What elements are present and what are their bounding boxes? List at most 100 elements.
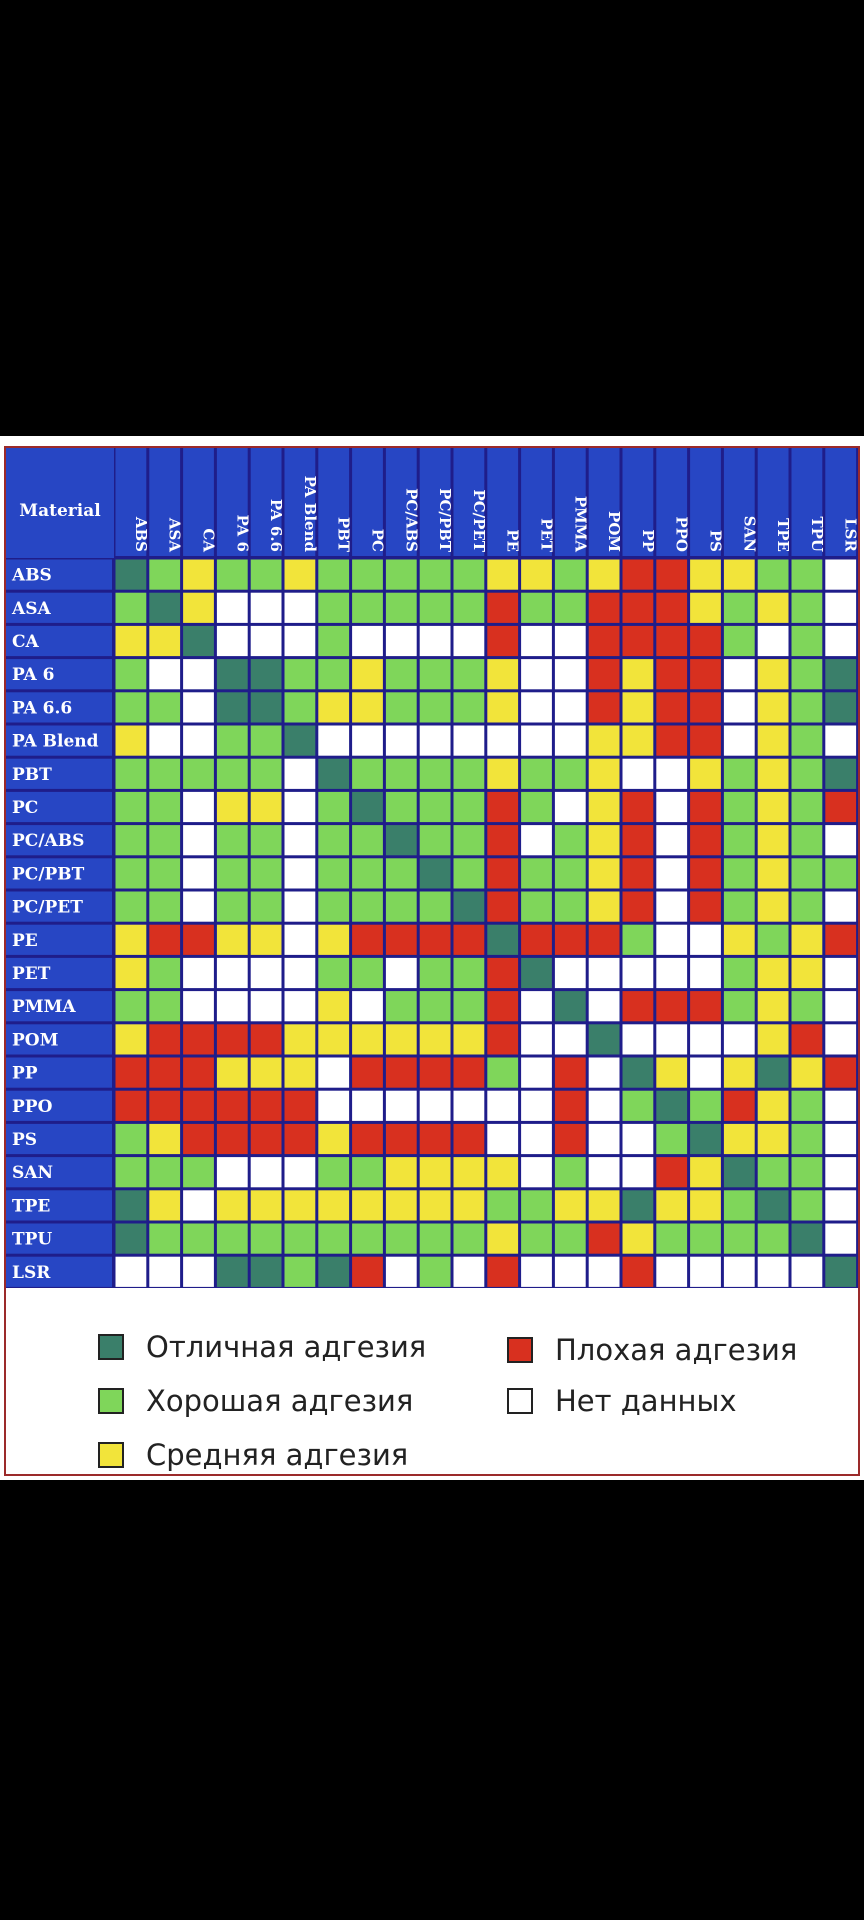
column-label: PA 6.6 <box>267 499 285 552</box>
column-label: TPE <box>774 518 792 552</box>
matrix-cell <box>554 1090 586 1121</box>
matrix-cell <box>284 1123 316 1155</box>
matrix-cell <box>757 659 789 690</box>
matrix-cell <box>825 1190 857 1221</box>
matrix-cell <box>216 659 248 690</box>
matrix-cell <box>521 1123 552 1155</box>
matrix-cell <box>352 1057 383 1088</box>
matrix-cell <box>318 1256 350 1287</box>
matrix-cell <box>250 1090 282 1121</box>
matrix-cell <box>419 1123 451 1155</box>
matrix-cell <box>757 891 789 922</box>
matrix-cell <box>487 1090 519 1121</box>
row-label: PP <box>12 1064 38 1084</box>
matrix-cell <box>419 957 451 989</box>
matrix-cell <box>791 1256 823 1287</box>
matrix-cell <box>588 625 620 657</box>
matrix-cell <box>487 1024 519 1055</box>
matrix-cell <box>115 758 147 789</box>
matrix-cell <box>115 957 147 989</box>
matrix-cell <box>554 924 586 955</box>
column-label: PMMA <box>571 496 589 552</box>
matrix-cell <box>419 1057 451 1088</box>
matrix-cell <box>487 692 519 723</box>
column-label: PC/PET <box>470 489 488 552</box>
matrix-cell <box>352 1090 383 1121</box>
matrix-cell <box>250 957 282 989</box>
matrix-cell <box>690 924 721 955</box>
matrix-cell <box>385 858 417 889</box>
column-label: SAN <box>740 516 758 552</box>
matrix-cell <box>453 1090 485 1121</box>
matrix-cell <box>690 1090 721 1121</box>
matrix-cell <box>588 858 620 889</box>
matrix-cell <box>385 1256 417 1287</box>
row-label: PMMA <box>12 997 76 1017</box>
matrix-cell <box>149 1256 181 1287</box>
matrix-cell <box>284 957 316 989</box>
matrix-cell <box>588 957 620 989</box>
matrix-cell <box>149 659 181 690</box>
matrix-cell <box>183 957 214 989</box>
matrix-cell <box>149 725 181 756</box>
matrix-cell <box>690 592 721 623</box>
matrix-cell <box>825 692 857 723</box>
matrix-cell <box>521 659 552 690</box>
matrix-cell <box>385 692 417 723</box>
matrix-cell <box>453 957 485 989</box>
row-header-cell <box>6 1256 112 1287</box>
matrix-cell <box>216 1057 248 1088</box>
matrix-cell <box>216 559 248 590</box>
matrix-cell <box>656 825 688 856</box>
matrix-cell <box>149 791 181 823</box>
matrix-cell <box>183 625 214 657</box>
matrix-cell <box>419 725 451 756</box>
matrix-cell <box>318 659 350 690</box>
row-header-cell <box>6 891 112 922</box>
matrix-cell <box>318 692 350 723</box>
matrix-cell <box>419 858 451 889</box>
matrix-cell <box>318 891 350 922</box>
matrix-cell <box>453 1256 485 1287</box>
matrix-cell <box>250 559 282 590</box>
matrix-cell <box>656 725 688 756</box>
matrix-cell <box>487 791 519 823</box>
matrix-cell <box>791 1057 823 1088</box>
matrix-cell <box>352 758 383 789</box>
matrix-cell <box>385 1190 417 1221</box>
matrix-cell <box>250 991 282 1022</box>
matrix-cell <box>115 1223 147 1254</box>
matrix-cell <box>588 758 620 789</box>
matrix-cell <box>183 1024 214 1055</box>
matrix-cell <box>825 758 857 789</box>
matrix-cell <box>149 991 181 1022</box>
matrix-cell <box>216 858 248 889</box>
matrix-cell <box>453 924 485 955</box>
matrix-cell <box>825 559 857 590</box>
matrix-cell <box>216 758 248 789</box>
matrix-cell <box>656 692 688 723</box>
matrix-cell <box>250 1157 282 1188</box>
matrix-cell <box>554 725 586 756</box>
matrix-cell <box>250 858 282 889</box>
matrix-cell <box>791 957 823 989</box>
matrix-cell <box>284 991 316 1022</box>
matrix-cell <box>284 659 316 690</box>
matrix-cell <box>419 1024 451 1055</box>
matrix-cell <box>385 1123 417 1155</box>
column-header-cell <box>656 448 688 556</box>
matrix-cell <box>487 825 519 856</box>
matrix-cell <box>723 692 755 723</box>
matrix-cell <box>453 1123 485 1155</box>
matrix-cell <box>115 858 147 889</box>
matrix-cell <box>115 791 147 823</box>
matrix-cell <box>216 1157 248 1188</box>
matrix-cell <box>115 559 147 590</box>
row-label: PE <box>12 931 38 951</box>
column-label: ABS <box>132 516 150 552</box>
matrix-cell <box>723 891 755 922</box>
matrix-cell <box>183 1123 214 1155</box>
matrix-cell <box>385 791 417 823</box>
matrix-cell <box>521 1057 552 1088</box>
row-label: TPU <box>12 1230 52 1250</box>
